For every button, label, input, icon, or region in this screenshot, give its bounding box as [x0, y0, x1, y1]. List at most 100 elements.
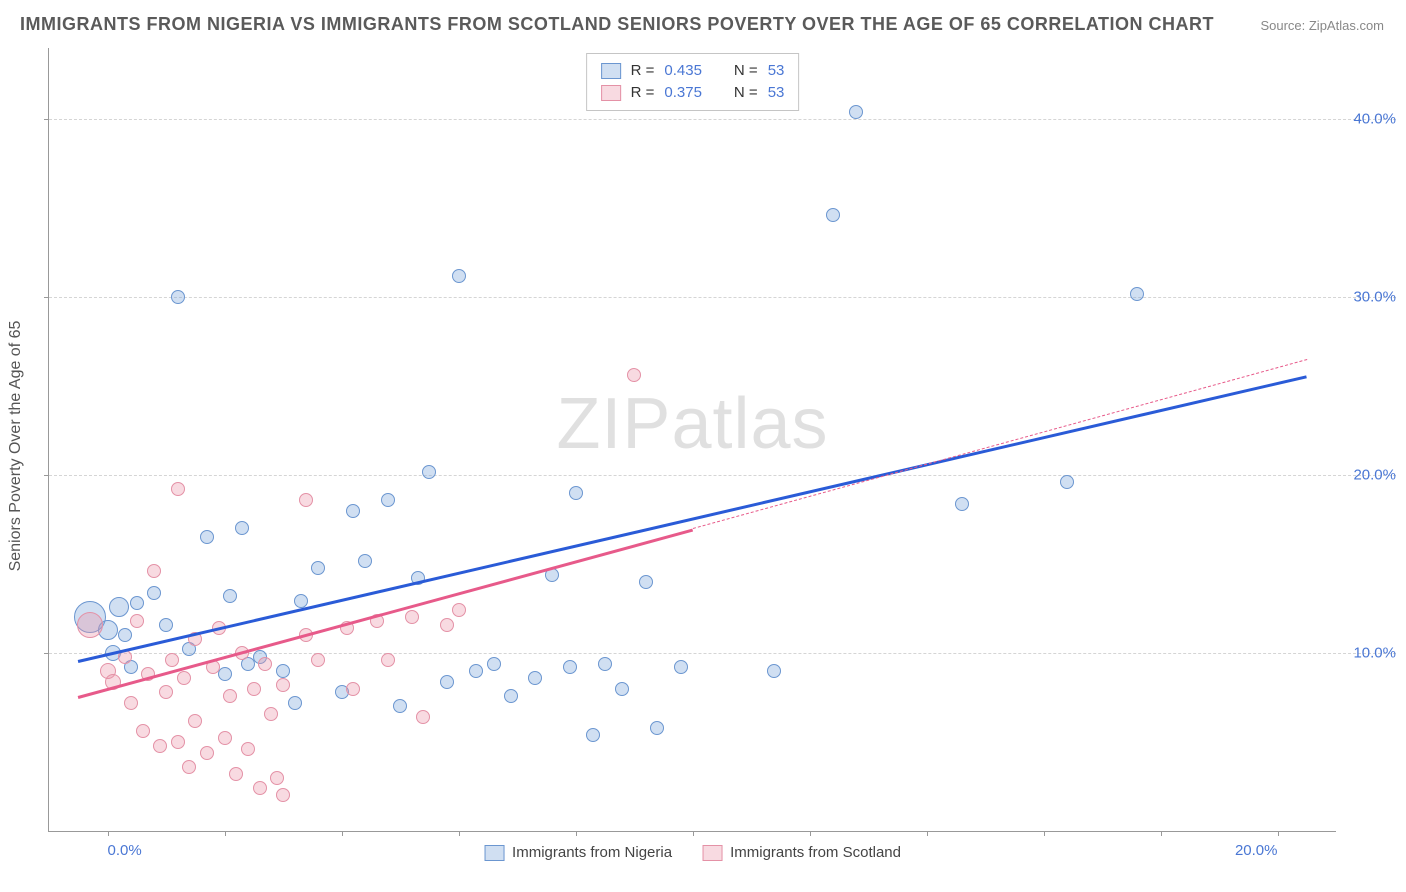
data-point	[118, 628, 132, 642]
y-tick-label: 40.0%	[1341, 111, 1396, 128]
data-point	[504, 689, 518, 703]
data-point	[223, 589, 237, 603]
data-point	[346, 504, 360, 518]
data-point	[469, 664, 483, 678]
trend-line	[78, 375, 1307, 662]
data-point	[381, 493, 395, 507]
data-point	[767, 664, 781, 678]
data-point	[1130, 287, 1144, 301]
data-point	[405, 610, 419, 624]
data-point	[639, 575, 653, 589]
data-point	[159, 618, 173, 632]
data-point	[452, 603, 466, 617]
legend-n-value: 53	[768, 60, 785, 82]
trend-line	[78, 529, 693, 699]
x-tick-mark	[1278, 831, 1279, 836]
data-point	[674, 660, 688, 674]
data-point	[229, 767, 243, 781]
data-point	[487, 657, 501, 671]
legend-n-label: N =	[734, 60, 758, 82]
grid-line	[49, 475, 1396, 476]
y-axis-label: Seniors Poverty Over the Age of 65	[7, 321, 25, 572]
data-point	[188, 714, 202, 728]
data-point	[171, 482, 185, 496]
data-point	[299, 493, 313, 507]
data-point	[276, 664, 290, 678]
data-point	[358, 554, 372, 568]
grid-line	[49, 297, 1396, 298]
x-tick-label: 20.0%	[1235, 842, 1278, 859]
data-point	[253, 781, 267, 795]
x-tick-mark	[576, 831, 577, 836]
data-point	[627, 368, 641, 382]
data-point	[200, 530, 214, 544]
data-point	[177, 671, 191, 685]
x-tick-mark	[1161, 831, 1162, 836]
grid-line	[49, 653, 1396, 654]
data-point	[276, 678, 290, 692]
legend-swatch	[702, 845, 722, 861]
y-tick-label: 10.0%	[1341, 645, 1396, 662]
data-point	[247, 682, 261, 696]
legend-r-label: R =	[631, 60, 655, 82]
data-point	[416, 710, 430, 724]
data-point	[955, 497, 969, 511]
data-point	[124, 696, 138, 710]
data-point	[165, 653, 179, 667]
data-point	[147, 564, 161, 578]
data-point	[598, 657, 612, 671]
data-point	[276, 788, 290, 802]
data-point	[153, 739, 167, 753]
x-tick-mark	[927, 831, 928, 836]
x-tick-mark	[459, 831, 460, 836]
legend-item: Immigrants from Scotland	[702, 844, 901, 861]
data-point	[826, 208, 840, 222]
data-point	[264, 707, 278, 721]
legend-row: R = 0.375 N = 53	[601, 82, 785, 104]
data-point	[586, 728, 600, 742]
data-point	[200, 746, 214, 760]
data-point	[311, 561, 325, 575]
data-point	[218, 731, 232, 745]
legend-row: R = 0.435 N = 53	[601, 60, 785, 82]
data-point	[288, 696, 302, 710]
legend-r-value: 0.435	[664, 60, 702, 82]
data-point	[235, 521, 249, 535]
legend-n-value: 53	[768, 82, 785, 104]
x-tick-mark	[693, 831, 694, 836]
data-point	[650, 721, 664, 735]
data-point	[422, 465, 436, 479]
data-point	[311, 653, 325, 667]
data-point	[440, 618, 454, 632]
plot-area: ZIPatlas R =0.435N =53R =0.375N =53 Immi…	[48, 48, 1336, 832]
data-point	[849, 105, 863, 119]
data-point	[381, 653, 395, 667]
x-tick-mark	[1044, 831, 1045, 836]
watermark-bold: ZIP	[556, 384, 671, 464]
x-tick-mark	[810, 831, 811, 836]
data-point	[182, 760, 196, 774]
legend-swatch	[484, 845, 504, 861]
data-point	[440, 675, 454, 689]
data-point	[223, 689, 237, 703]
y-tick-label: 20.0%	[1341, 467, 1396, 484]
data-point	[159, 685, 173, 699]
correlation-legend: R = 0.435 N = 53 R = 0.375 N = 53	[586, 53, 800, 111]
x-tick-label: 0.0%	[108, 842, 142, 859]
data-point	[241, 742, 255, 756]
legend-n-label: N =	[734, 82, 758, 104]
legend-label: Immigrants from Scotland	[730, 844, 901, 861]
x-tick-mark	[342, 831, 343, 836]
legend-r-value: 0.375	[664, 82, 702, 104]
chart-container: IMMIGRANTS FROM NIGERIA VS IMMIGRANTS FR…	[0, 0, 1406, 892]
chart-title: IMMIGRANTS FROM NIGERIA VS IMMIGRANTS FR…	[20, 14, 1214, 35]
data-point	[109, 597, 129, 617]
data-point	[258, 657, 272, 671]
data-point	[563, 660, 577, 674]
x-tick-mark	[225, 831, 226, 836]
legend-r-label: R =	[631, 82, 655, 104]
x-tick-mark	[108, 831, 109, 836]
data-point	[346, 682, 360, 696]
data-point	[452, 269, 466, 283]
trend-line-extrapolated	[692, 359, 1307, 529]
